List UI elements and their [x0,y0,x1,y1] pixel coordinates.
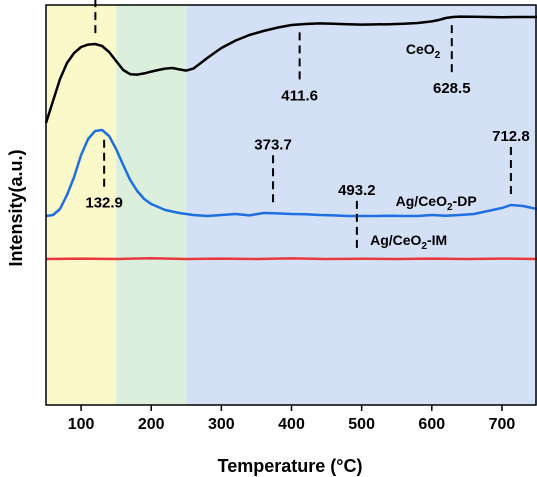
series-line-0 [44,15,537,124]
series-lines [44,15,537,261]
shaded-region-2 [186,5,537,405]
x-axis-ticks: 100 200 300 400 500 600 700 [68,405,516,433]
series-label-2: Ag/CeO2-IM [370,232,447,252]
series-labels: CeO2 Ag/CeO2-DP Ag/CeO2-IM [370,41,477,252]
series-label-0: CeO2 [406,41,441,61]
series-line-1 [45,128,537,218]
series-line-2 [45,256,537,261]
annotation-label-4: 373.7 [254,136,292,153]
x-tick-label-3: 400 [278,416,305,433]
y-axis-title: Intensity(a.u.) [6,149,26,266]
x-axis-title: Temperature (°C) [218,456,363,476]
x-tick-label-4: 500 [348,416,375,433]
annotation-label-2: 628.5 [433,80,471,97]
x-tick-label-0: 100 [68,416,95,433]
shaded-region-0 [46,5,117,405]
annotation-label-3: 132.9 [85,195,123,212]
x-tick-label-2: 300 [208,416,235,433]
annotation-label-6: 493.2 [338,182,376,199]
x-tick-label-6: 700 [489,416,516,433]
series-label-1: Ag/CeO2-DP [396,193,477,213]
x-tick-label-5: 600 [418,416,445,433]
annotation-label-5: 712.8 [492,128,530,145]
annotation-label-1: 411.6 [281,87,318,104]
x-tick-label-1: 200 [138,416,165,433]
